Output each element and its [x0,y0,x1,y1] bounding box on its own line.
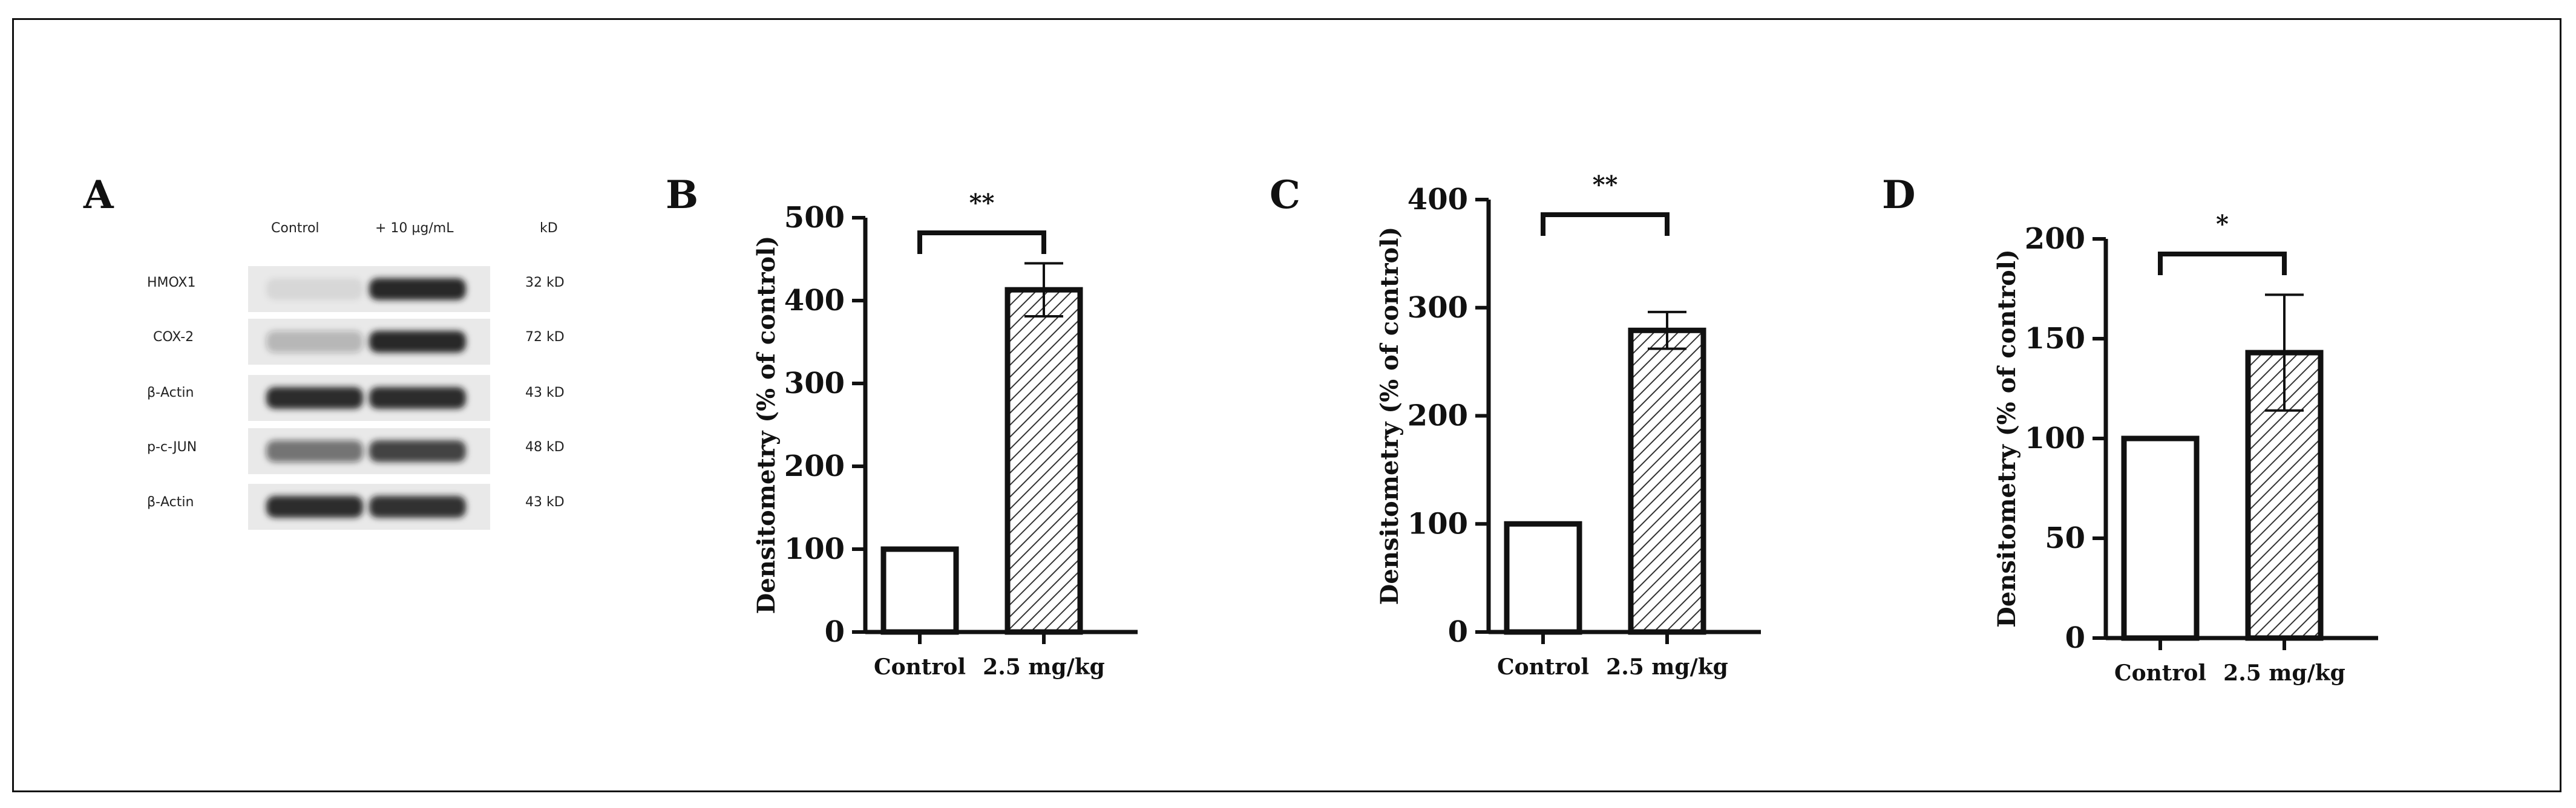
y-axis-label: Densitometry (% of control) [1993,249,2021,628]
blot-protein-label: COX-2 [153,330,194,345]
y-tick-label: 150 [2025,322,2085,356]
blot-band [369,278,466,300]
y-tick-label: 100 [784,532,845,566]
blot-image [248,266,490,530]
x-tick-label: 2.5 mg/kg [983,654,1105,680]
significance-label: * [2216,210,2229,238]
panel-letter-c: C [1270,172,1300,218]
bar [2121,435,2200,641]
blot-band [369,440,466,462]
blot-band [266,278,363,300]
y-tick-label: 300 [784,367,845,400]
blot-size-label: 72 kD [525,330,565,345]
lane-header-treated: + 10 µg/mL [375,221,454,236]
y-tick-label: 0 [825,615,845,649]
blot-band [369,331,466,353]
bar [1504,521,1582,635]
bar [1628,327,1706,635]
x-tick-label: Control [1497,654,1589,680]
lane-header-control: Control [271,221,320,236]
panel-letter-a: A [84,172,114,218]
y-tick-label: 200 [1408,399,1468,433]
x-tick-label: Control [874,654,966,680]
x-tick-label: Control [2114,660,2206,686]
blot-size-label: 43 kD [525,495,565,510]
blot-protein-label: p-c-JUN [147,440,197,455]
western-blot-panel: Control + 10 µg/mL kD HMOX1 32 kD COX-2 … [0,0,666,605]
y-tick-label: 500 [784,201,845,235]
y-tick-label: 200 [784,449,845,483]
significance-bracket [2158,252,2287,275]
y-tick-label: 100 [2025,422,2085,455]
blot-protein-label: β-Actin [147,385,194,400]
y-tick-label: 200 [2025,222,2085,256]
bar [880,546,959,635]
significance-label: ** [1593,171,1618,199]
blot-size-label: 48 kD [525,440,565,455]
blot-band [369,496,466,518]
panel-letter-d: D [1882,172,1916,218]
y-tick-label: 400 [1408,183,1468,217]
blot-band [266,331,363,353]
blot-band [266,440,363,462]
blot-protein-label: HMOX1 [147,275,196,290]
significance-bracket [1541,212,1670,236]
blot-size-label: 43 kD [525,385,565,400]
blot-protein-label: β-Actin [147,495,194,510]
panel-letter-b: B [666,172,699,218]
x-tick-label: 2.5 mg/kg [2223,660,2345,686]
significance-bracket [917,230,1046,254]
y-axis-label: Densitometry (% of control) [752,236,781,614]
bar [1005,287,1083,635]
y-tick-label: 400 [784,284,845,318]
x-tick-label: 2.5 mg/kg [1606,654,1728,680]
lane-header-kd: kD [540,221,558,236]
y-tick-label: 100 [1408,507,1468,541]
y-tick-label: 300 [1408,291,1468,325]
blot-band [266,496,363,518]
significance-label: ** [969,189,995,217]
y-tick-label: 0 [1448,615,1468,649]
blot-size-label: 32 kD [525,275,565,290]
blot-band [266,387,363,409]
blot-band [369,387,466,409]
y-tick-label: 50 [2045,521,2085,555]
figure-frame [12,18,2561,792]
y-axis-label: Densitometry (% of control) [1375,227,1404,605]
y-tick-label: 0 [2065,621,2085,655]
